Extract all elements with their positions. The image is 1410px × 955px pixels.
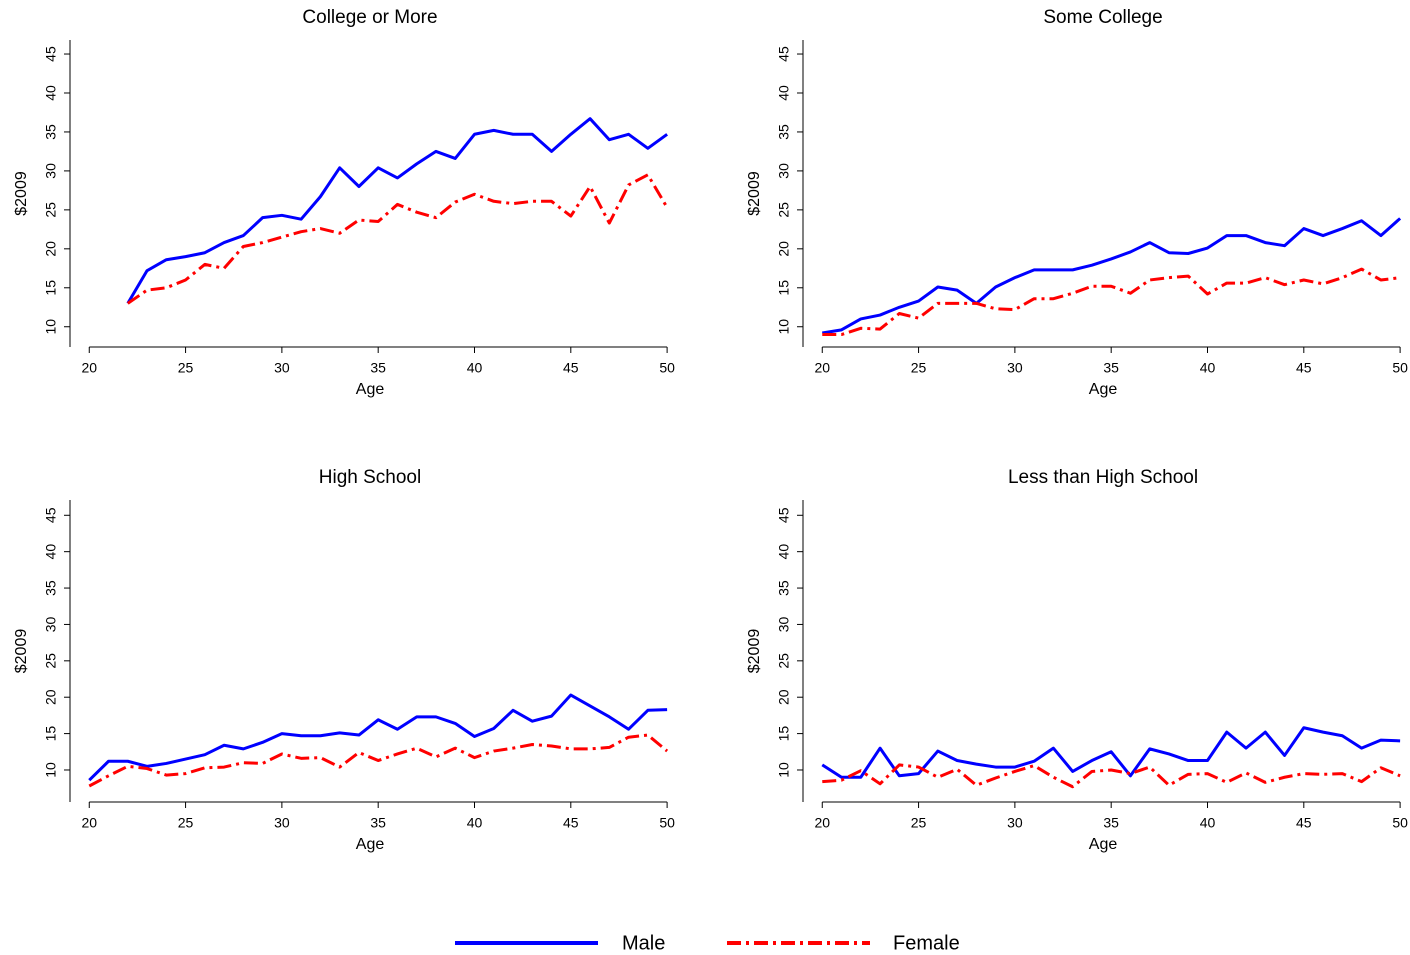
chart-title: Less than High School bbox=[1008, 467, 1198, 488]
y-tick-label: 25 bbox=[776, 653, 792, 669]
x-tick-label: 35 bbox=[370, 815, 386, 831]
y-tick-label: 45 bbox=[776, 507, 792, 523]
y-tick-label: 20 bbox=[776, 689, 792, 705]
x-tick-label: 20 bbox=[814, 360, 830, 376]
legend-label: Female bbox=[893, 932, 960, 954]
x-tick-label: 35 bbox=[1103, 815, 1119, 831]
y-tick-label: 35 bbox=[43, 580, 59, 596]
x-tick-label: 30 bbox=[1007, 815, 1023, 831]
chart-title: Some College bbox=[1043, 7, 1162, 28]
y-tick-label: 35 bbox=[776, 124, 792, 140]
y-tick-label: 15 bbox=[776, 726, 792, 742]
x-tick-label: 50 bbox=[659, 815, 675, 831]
x-tick-label: 45 bbox=[563, 360, 579, 376]
y-tick-label: 15 bbox=[776, 280, 792, 296]
y-tick-label: 25 bbox=[776, 202, 792, 218]
x-tick-label: 35 bbox=[370, 360, 386, 376]
x-tick-label: 50 bbox=[659, 360, 675, 376]
y-tick-label: 40 bbox=[776, 544, 792, 560]
x-tick-label: 25 bbox=[911, 815, 927, 831]
y-tick-label: 20 bbox=[43, 241, 59, 257]
x-tick-label: 30 bbox=[274, 360, 290, 376]
x-tick-label: 50 bbox=[1392, 360, 1408, 376]
x-tick-label: 40 bbox=[467, 360, 483, 376]
y-tick-label: 40 bbox=[43, 544, 59, 560]
y-tick-label: 25 bbox=[43, 202, 59, 218]
series-line bbox=[821, 726, 1401, 779]
y-tick-label: 10 bbox=[43, 319, 59, 335]
series-line bbox=[88, 693, 668, 782]
y-tick-label: 20 bbox=[43, 689, 59, 705]
legend-label: Male bbox=[622, 932, 665, 954]
y-axis-label: $2009 bbox=[13, 629, 30, 674]
y-tick-label: 40 bbox=[43, 85, 59, 101]
y-tick-label: 25 bbox=[43, 653, 59, 669]
x-axis-label: Age bbox=[356, 381, 385, 398]
x-tick-label: 40 bbox=[1200, 360, 1216, 376]
x-tick-label: 45 bbox=[563, 815, 579, 831]
x-tick-label: 25 bbox=[178, 815, 194, 831]
y-tick-label: 30 bbox=[776, 163, 792, 179]
y-tick-label: 30 bbox=[43, 616, 59, 632]
x-tick-label: 40 bbox=[467, 815, 483, 831]
series-line bbox=[822, 267, 1401, 337]
x-axis-label: Age bbox=[1089, 836, 1118, 853]
series-line bbox=[88, 733, 669, 788]
x-tick-label: 40 bbox=[1200, 815, 1216, 831]
y-tick-label: 10 bbox=[776, 762, 792, 778]
x-tick-label: 45 bbox=[1296, 815, 1312, 831]
x-tick-label: 30 bbox=[274, 815, 290, 831]
x-axis-label: Age bbox=[356, 836, 385, 853]
x-tick-label: 25 bbox=[178, 360, 194, 376]
y-tick-label: 30 bbox=[43, 163, 59, 179]
y-tick-label: 45 bbox=[43, 507, 59, 523]
x-tick-label: 45 bbox=[1296, 360, 1312, 376]
y-tick-label: 20 bbox=[776, 241, 792, 257]
y-axis-label: $2009 bbox=[13, 171, 30, 216]
y-tick-label: 45 bbox=[776, 46, 792, 62]
y-tick-label: 45 bbox=[43, 46, 59, 62]
chart-title: High School bbox=[319, 467, 421, 488]
x-tick-label: 20 bbox=[81, 360, 97, 376]
y-axis-label: $2009 bbox=[746, 171, 763, 216]
series-line bbox=[822, 217, 1402, 335]
x-tick-label: 30 bbox=[1007, 360, 1023, 376]
series-line bbox=[126, 117, 668, 305]
y-tick-label: 30 bbox=[776, 616, 792, 632]
series-line bbox=[822, 763, 1401, 789]
x-tick-label: 20 bbox=[814, 815, 830, 831]
x-tick-label: 50 bbox=[1392, 815, 1408, 831]
y-tick-label: 40 bbox=[776, 85, 792, 101]
x-tick-label: 35 bbox=[1103, 360, 1119, 376]
y-tick-label: 10 bbox=[43, 762, 59, 778]
x-tick-label: 25 bbox=[911, 360, 927, 376]
y-tick-label: 10 bbox=[776, 319, 792, 335]
y-axis-label: $2009 bbox=[746, 629, 763, 674]
y-tick-label: 35 bbox=[43, 124, 59, 140]
y-tick-label: 35 bbox=[776, 580, 792, 596]
y-tick-label: 15 bbox=[43, 280, 59, 296]
x-axis-label: Age bbox=[1089, 381, 1118, 398]
series-line bbox=[126, 173, 669, 305]
chart-title: College or More bbox=[302, 7, 437, 28]
y-tick-label: 15 bbox=[43, 726, 59, 742]
x-tick-label: 20 bbox=[81, 815, 97, 831]
